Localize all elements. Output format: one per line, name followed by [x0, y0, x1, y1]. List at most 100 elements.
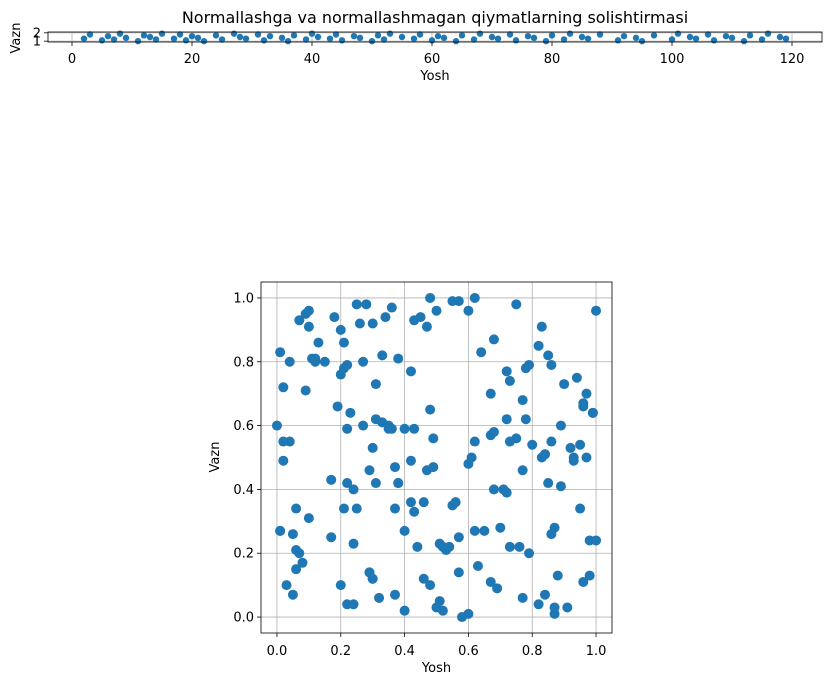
top-plot-point	[560, 36, 568, 43]
bottom-plot-point	[504, 541, 515, 552]
top-plot-point	[596, 31, 604, 38]
bottom-plot-point	[287, 529, 298, 540]
bottom-plot-point	[367, 573, 378, 584]
bottom-plot-point	[434, 538, 445, 549]
bottom-plot-x-tick-label: 0.4	[394, 644, 415, 659]
bottom-plot-point	[587, 407, 598, 418]
bottom-plot-point	[543, 478, 554, 489]
bottom-plot-x-tick-label: 0.2	[330, 644, 351, 659]
bottom-plot-point	[524, 548, 535, 559]
top-plot-point	[176, 31, 184, 38]
top-plot-point	[314, 33, 322, 41]
bottom-plot-point	[517, 395, 528, 406]
top-plot-x-ticks: 0 20 40 60 80 100 120	[68, 42, 804, 67]
bottom-plot-point	[469, 436, 480, 447]
bottom-plot-point	[345, 407, 356, 418]
bottom-plot-point	[367, 442, 378, 453]
bottom-plot-point	[549, 522, 560, 533]
bottom-plot-point	[354, 318, 365, 329]
bottom-plot-point	[303, 321, 314, 332]
bottom-plot-point	[380, 312, 391, 323]
bottom-plot-point	[565, 442, 576, 453]
top-plot-x-tick-label: 100	[660, 52, 685, 67]
bottom-plot-x-tick-label: 0.6	[458, 644, 479, 659]
bottom-plot-y-tick-label: 0.6	[233, 419, 254, 434]
bottom-plot-point	[488, 484, 499, 495]
bottom-plot-point	[284, 356, 295, 367]
bottom-plot-point	[476, 347, 487, 358]
bottom-plot-point	[390, 503, 401, 514]
bottom-plot-point	[377, 350, 388, 361]
top-plot-x-tick-label: 40	[304, 52, 321, 67]
bottom-plot-point	[291, 503, 302, 514]
top-plot-point	[686, 33, 694, 41]
bottom-plot-point	[342, 423, 353, 434]
top-plot-point	[140, 32, 148, 39]
top-plot-point	[458, 32, 466, 39]
bottom-plot-point	[457, 612, 468, 623]
top-plot-point	[548, 32, 556, 39]
bottom-plot-point	[479, 525, 490, 536]
bottom-plot-point	[338, 503, 349, 514]
top-plot-point	[98, 37, 106, 44]
top-plot-point	[620, 32, 628, 40]
bottom-plot-point	[425, 580, 436, 591]
top-plot-y-tick-label: 1	[33, 35, 41, 50]
top-plot-point	[332, 31, 340, 38]
bottom-plot-point	[466, 452, 477, 463]
top-plot-point	[782, 35, 790, 42]
bottom-plot-point	[370, 379, 381, 390]
bottom-plot-point	[275, 347, 286, 358]
bottom-plot-point	[463, 305, 474, 316]
bottom-plot-point	[383, 420, 394, 431]
bottom-plot-point	[326, 474, 337, 485]
bottom-plot-point	[284, 436, 295, 447]
bottom-plot-point	[405, 366, 416, 377]
bottom-plot-point	[326, 532, 337, 543]
bottom-plot-point	[425, 404, 436, 415]
bottom-scatter-plot: 0.0 0.2 0.4 0.6 0.8 1.0 0.0 0.2 0.4 0.6 0.8 1.0 Yo…	[208, 281, 613, 676]
bottom-plot-y-tick-label: 0.8	[233, 355, 254, 370]
bottom-plot-point	[520, 414, 531, 425]
bottom-plot-point	[393, 478, 404, 489]
figure-title: Normallashga va normallashmagan qiymatla…	[182, 8, 688, 27]
bottom-plot-point	[390, 462, 401, 473]
bottom-plot-point	[425, 292, 436, 303]
top-plot-point	[728, 34, 736, 42]
top-plot-point	[416, 31, 424, 38]
top-plot-point	[290, 32, 298, 39]
bottom-plot-point	[303, 305, 314, 316]
top-plot-points	[80, 30, 790, 45]
bottom-plot-point	[555, 420, 566, 431]
top-plot-point	[356, 34, 364, 42]
top-plot-point	[398, 33, 406, 41]
bottom-plot-point	[591, 305, 602, 316]
top-plot-x-tick-label: 80	[544, 52, 561, 67]
bottom-plot-point	[549, 602, 560, 613]
top-plot-y-axis-label: Vazn	[9, 23, 24, 54]
bottom-plot-y-tick-label: 1.0	[233, 291, 254, 306]
bottom-plot-point	[485, 576, 496, 587]
bottom-plot-point	[297, 557, 308, 568]
bottom-plot-point	[559, 379, 570, 390]
bottom-plot-x-axis-label: Yosh	[421, 661, 451, 676]
bottom-plot-point	[275, 525, 286, 536]
top-plot-point	[674, 30, 682, 37]
top-plot-point	[278, 34, 286, 42]
bottom-plot-point	[536, 321, 547, 332]
bottom-plot-point	[539, 449, 550, 460]
bottom-plot-point	[329, 312, 340, 323]
bottom-plot-point	[370, 414, 381, 425]
top-plot-point	[434, 32, 442, 40]
top-plot-point	[104, 32, 112, 40]
bottom-plot-point	[485, 388, 496, 399]
top-plot-point	[350, 32, 358, 40]
bottom-plot-point	[319, 356, 330, 367]
top-plot-point	[740, 37, 748, 45]
bottom-plot-point	[488, 334, 499, 345]
bottom-plot-point	[291, 545, 302, 556]
top-plot-point	[668, 36, 676, 43]
bottom-plot-point	[571, 372, 582, 383]
top-plot-point	[200, 37, 208, 45]
bottom-plot-point	[358, 420, 369, 431]
